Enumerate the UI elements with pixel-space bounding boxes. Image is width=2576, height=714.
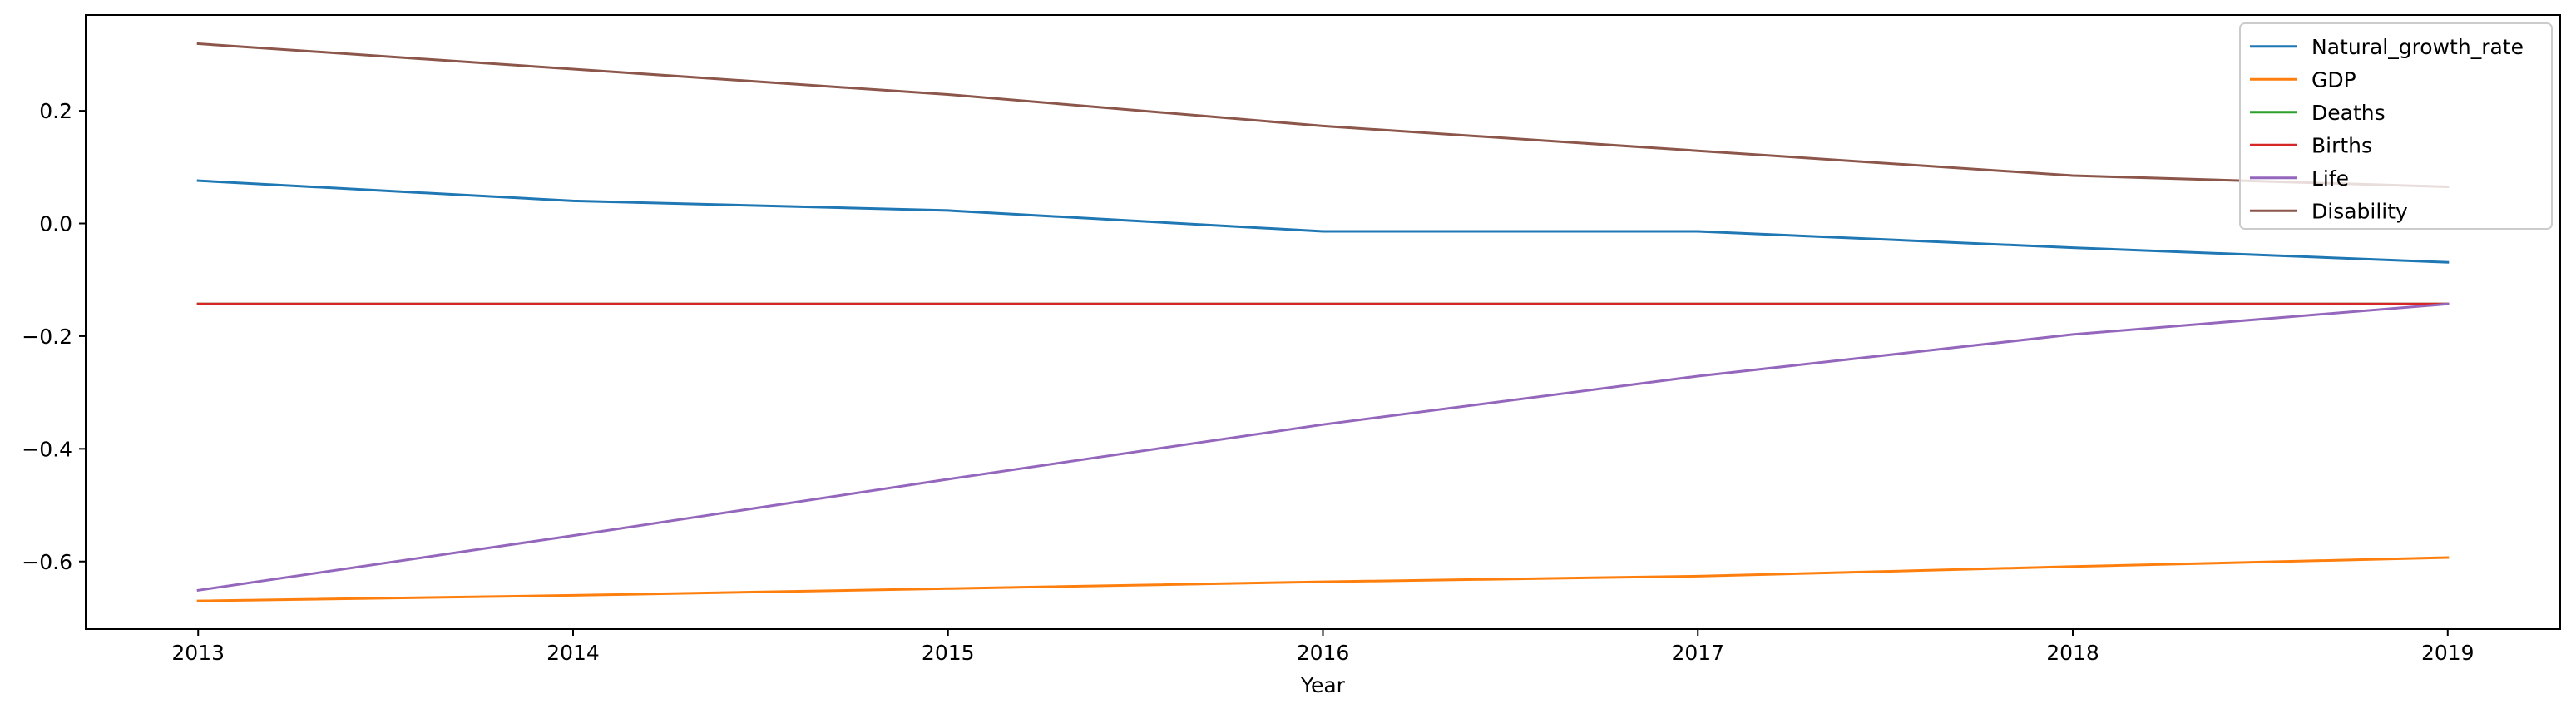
legend-label: Births bbox=[2311, 133, 2372, 157]
x-tick-label: 2013 bbox=[171, 641, 225, 665]
legend-box bbox=[2239, 22, 2553, 230]
legend-label: Deaths bbox=[2311, 101, 2386, 125]
x-axis: 2013 2014 2015 2016 2017 2018 2019 bbox=[171, 629, 2475, 665]
x-tick-label: 2015 bbox=[922, 641, 975, 665]
y-tick-label: −0.6 bbox=[22, 550, 72, 574]
legend-label: Disability bbox=[2311, 199, 2408, 223]
plot-frame bbox=[85, 14, 2561, 630]
y-tick-label: 0.0 bbox=[39, 212, 72, 236]
series-line-gdp bbox=[196, 556, 2450, 602]
y-tick-label: 0.2 bbox=[39, 99, 72, 123]
y-axis: −0.6 −0.4 −0.2 0.0 0.2 bbox=[22, 99, 86, 574]
x-tick-label: 2014 bbox=[546, 641, 600, 665]
series-line-natural-growth-rate bbox=[196, 179, 2450, 264]
legend-label: Natural_growth_rate bbox=[2311, 35, 2524, 59]
y-tick-label: −0.2 bbox=[22, 325, 72, 349]
series-line-disability bbox=[196, 42, 2450, 189]
y-tick-label: −0.4 bbox=[22, 437, 72, 461]
legend-label: Life bbox=[2311, 166, 2349, 191]
x-tick-label: 2018 bbox=[2046, 641, 2099, 665]
series-line-life bbox=[196, 302, 2450, 593]
x-tick-label: 2019 bbox=[2421, 641, 2475, 665]
plot-lines bbox=[196, 42, 2450, 602]
x-tick-label: 2016 bbox=[1297, 641, 1350, 665]
x-tick-label: 2017 bbox=[1671, 641, 1724, 665]
legend-label: GDP bbox=[2311, 67, 2356, 92]
x-axis-label: Year bbox=[1300, 673, 1346, 697]
legend: Natural_growth_rate GDP Deaths Births Life Di… bbox=[2239, 22, 2553, 230]
